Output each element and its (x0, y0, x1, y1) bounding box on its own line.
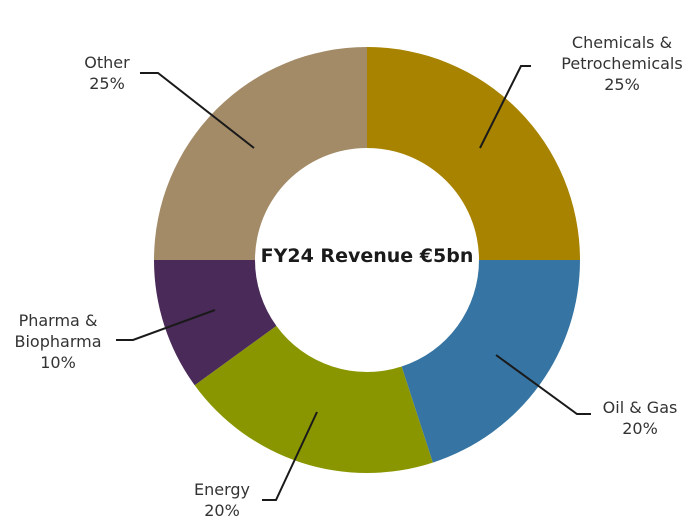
slice-name-line: Other (84, 53, 130, 72)
slice-percent: 20% (204, 501, 240, 520)
slice-label-2: Energy 20% (194, 480, 250, 520)
leader-lines (116, 65, 591, 501)
slice-name-line: Energy (194, 480, 250, 499)
leader-line-0 (479, 65, 531, 149)
center-label: FY24 Revenue €5bn (261, 245, 474, 267)
leader-line-1 (495, 354, 591, 415)
leader-line-4 (140, 72, 255, 149)
slice-label-4: Other 25% (84, 53, 130, 93)
slice-name-line: Pharma & (19, 311, 98, 330)
slice-labels: Chemicals & Petrochemicals 25% Oil & Gas 20%… (15, 33, 683, 520)
slice-percent: 25% (604, 75, 640, 94)
leader-line-3 (116, 309, 216, 341)
slice-label-3: Pharma & Biopharma 10% (15, 311, 102, 372)
slice-name-line: Petrochemicals (561, 54, 682, 73)
slice-percent: 10% (40, 353, 76, 372)
slice-name-line: Biopharma (15, 332, 102, 351)
slice-4 (154, 47, 367, 260)
slice-label-0: Chemicals & Petrochemicals 25% (561, 33, 682, 94)
slice-3 (154, 260, 277, 386)
slice-percent: 25% (89, 74, 125, 93)
slice-percent: 20% (622, 419, 658, 438)
slice-name-line: Oil & Gas (603, 398, 678, 417)
slice-1 (401, 260, 580, 463)
slice-2 (194, 325, 433, 474)
slice-0 (367, 47, 580, 260)
slice-name-line: Chemicals & (572, 33, 672, 52)
slice-label-1: Oil & Gas 20% (603, 398, 678, 438)
leader-line-2 (262, 411, 318, 501)
donut-slices (154, 47, 580, 474)
